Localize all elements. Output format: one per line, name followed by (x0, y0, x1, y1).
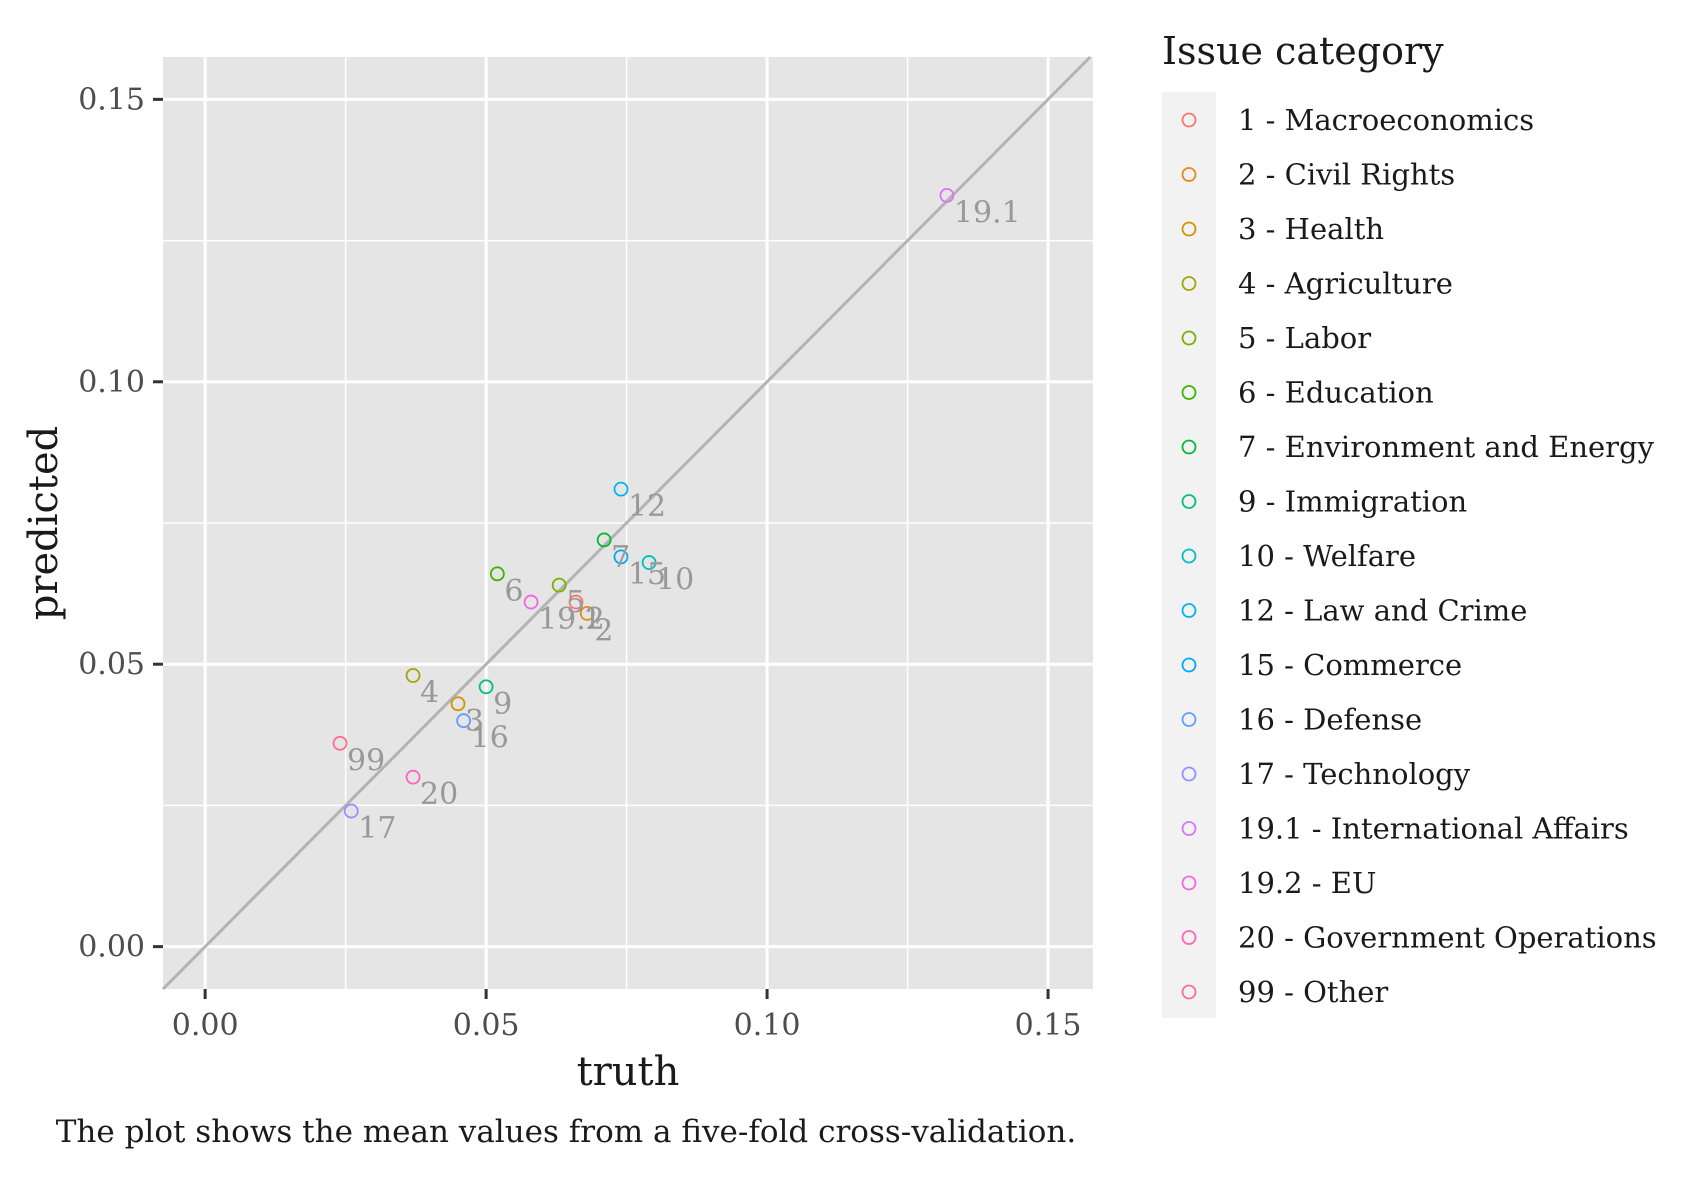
point-label: 16 (471, 721, 509, 756)
y-tick-label: 0.05 (78, 647, 145, 682)
points (332, 187, 955, 819)
legend-key (1181, 494, 1197, 509)
point-label: 9 (493, 687, 512, 722)
caption: The plot shows the mean values from a fi… (56, 1114, 1077, 1150)
legend-items: 1 - Macroeconomics 2 - Civil Rights 3 - He… (1181, 103, 1657, 1009)
point-label: 4 (420, 676, 439, 711)
legend-key (1181, 330, 1197, 346)
y-tick-label: 0.10 (78, 365, 145, 400)
legend-label: 17 - Technology (1238, 757, 1471, 791)
legend-key-background (1162, 92, 1216, 1018)
legend-key (1181, 712, 1197, 727)
x-tick-label: 0.15 (1015, 1008, 1082, 1043)
legend-label: 7 - Environment and Energy (1238, 430, 1655, 464)
point-label: 6 (504, 574, 523, 609)
legend-label: 19.2 - EU (1238, 866, 1376, 900)
point-label: 19.1 (954, 195, 1021, 230)
point-label: 17 (358, 811, 396, 846)
x-axis-label: truth (577, 1049, 680, 1095)
legend-label: 16 - Defense (1238, 703, 1422, 737)
legend-key (1181, 821, 1197, 836)
data-point (579, 605, 595, 621)
y-tick-label: 0.15 (78, 82, 145, 117)
data-point (641, 555, 657, 570)
point-label: 7 (611, 540, 630, 575)
legend-key (1181, 112, 1197, 128)
legend-key (1181, 930, 1197, 945)
x-tick-label: 0.05 (453, 1008, 520, 1043)
data-point (450, 696, 466, 712)
x-tick-label: 0.00 (172, 1008, 239, 1043)
y-tick-label: 0.00 (78, 930, 145, 965)
data-point (456, 713, 472, 729)
legend-key (1181, 548, 1197, 564)
legend-key (1181, 657, 1197, 673)
legend: Issue category 1 - Macroeconomics 2 - Civ… (1162, 29, 1657, 1018)
point-label: 99 (347, 743, 385, 778)
data-point (332, 735, 348, 751)
x-axis: 0.00 0.05 0.10 0.15 (172, 989, 1082, 1043)
legend-label: 20 - Government Operations (1238, 921, 1657, 955)
data-point (613, 549, 629, 565)
point-label: 1 (583, 602, 602, 637)
y-axis-label: predicted (21, 426, 67, 621)
data-point (343, 803, 359, 819)
legend-key (1181, 439, 1197, 455)
data-point (489, 566, 505, 582)
y-axis: 0.00 0.05 0.10 0.15 (78, 82, 163, 965)
data-point (523, 594, 539, 610)
point-label: 19.2 (538, 602, 605, 637)
reference-line-group (161, 55, 1092, 991)
legend-key (1181, 984, 1197, 1000)
data-point (478, 679, 494, 695)
legend-label: 1 - Macroeconomics (1238, 103, 1534, 137)
data-point (568, 594, 584, 610)
legend-label: 3 - Health (1238, 212, 1384, 246)
point-label: 2 (594, 613, 613, 648)
legend-label: 9 - Immigration (1238, 485, 1467, 519)
point-label: 10 (656, 563, 694, 598)
legend-key (1181, 603, 1197, 618)
x-tick-label: 0.10 (734, 1008, 801, 1043)
legend-label: 99 - Other (1238, 975, 1388, 1009)
legend-title: Issue category (1162, 29, 1444, 73)
legend-label: 15 - Commerce (1238, 648, 1462, 682)
legend-key (1181, 221, 1197, 237)
data-point (939, 187, 955, 203)
legend-key (1181, 276, 1197, 291)
legend-label: 12 - Law and Crime (1238, 594, 1527, 628)
point-label: 5 (566, 585, 585, 620)
legend-key (1181, 167, 1197, 182)
data-point (405, 769, 421, 785)
point-label: 12 (628, 489, 666, 524)
legend-key (1181, 766, 1197, 782)
legend-key (1181, 875, 1197, 891)
legend-label: 19.1 - International Affairs (1238, 812, 1629, 846)
legend-label: 6 - Education (1238, 376, 1434, 410)
point-label: 3 (465, 704, 484, 739)
reference-line (161, 55, 1092, 991)
point-label: 15 (628, 557, 666, 592)
data-point (405, 668, 421, 683)
data-point (596, 532, 612, 548)
legend-label: 2 - Civil Rights (1238, 158, 1455, 192)
data-point (551, 577, 567, 593)
legend-label: 4 - Agriculture (1238, 267, 1453, 301)
legend-key (1181, 385, 1197, 400)
legend-label: 10 - Welfare (1238, 539, 1416, 573)
data-point (613, 481, 629, 497)
grid (163, 57, 1093, 989)
point-label: 20 (420, 777, 458, 812)
legend-label: 5 - Labor (1238, 321, 1371, 355)
